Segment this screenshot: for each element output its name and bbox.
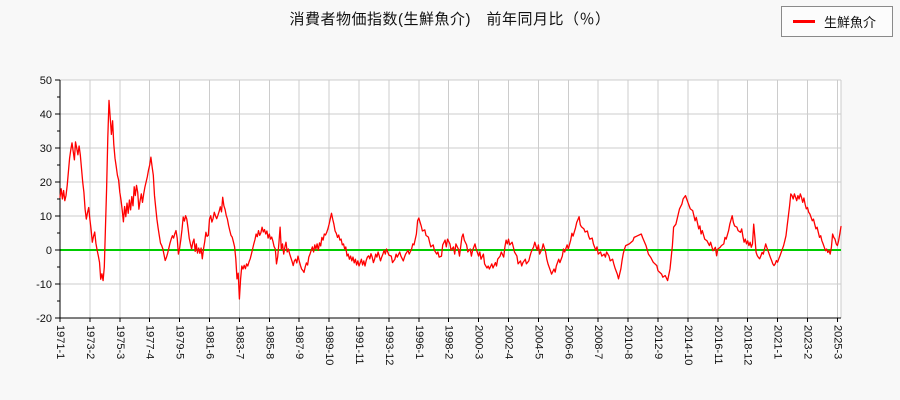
x-tick-label: 1981-6: [204, 325, 216, 359]
x-tick-label: 2006-6: [562, 325, 574, 359]
x-tick-label: 1989-10: [323, 325, 335, 365]
x-tick-label: 2023-2: [802, 325, 814, 359]
x-tick-label: 2012-9: [652, 325, 664, 359]
legend-line-swatch: [792, 20, 815, 23]
y-tick-label: 20: [40, 177, 52, 189]
x-tick-label: 2000-3: [473, 325, 485, 359]
x-tick-label: 2004-5: [532, 325, 544, 359]
x-tick-label: 2016-11: [712, 325, 724, 365]
x-tick-label: 1993-12: [383, 325, 395, 365]
x-tick-label: 1996-1: [413, 325, 425, 359]
x-tick-label: 2021-1: [772, 325, 784, 359]
y-tick-label: -20: [36, 313, 52, 325]
y-tick-label: 40: [40, 109, 52, 121]
y-tick-label: -10: [36, 279, 52, 291]
x-tick-label: 2018-12: [742, 325, 754, 365]
x-tick-label: 2002-4: [503, 325, 515, 359]
legend: 生鮮魚介: [780, 6, 893, 37]
x-tick-label: 1975-3: [114, 325, 126, 359]
legend-label: 生鮮魚介: [823, 15, 876, 30]
series-line: [59, 99, 842, 300]
x-tick-label: 1983-7: [233, 325, 245, 359]
x-tick-label: 1985-8: [263, 325, 275, 359]
x-tick-label: 2025-3: [831, 325, 843, 359]
x-tick-label: 1991-11: [353, 325, 365, 365]
y-tick-label: 30: [40, 143, 52, 155]
x-tick-label: 2008-7: [592, 325, 604, 359]
y-tick-label: 0: [46, 245, 52, 257]
chart-title: 消費者物価指数(生鮮魚介) 前年同月比（％）: [289, 11, 611, 28]
x-tick-label: 1998-2: [443, 325, 455, 359]
plot-area: [60, 80, 841, 318]
x-tick-label: 2010-8: [622, 325, 634, 359]
x-tick-label: 1973-2: [84, 325, 96, 359]
x-tick-label: 1987-9: [293, 325, 305, 359]
y-tick-label: 10: [40, 211, 52, 223]
x-tick-label: 1971-1: [54, 325, 66, 359]
y-tick-label: 50: [40, 75, 52, 87]
x-tick-label: 2014-10: [682, 325, 694, 365]
x-tick-label: 1979-5: [174, 325, 186, 359]
x-tick-label: 1977-4: [144, 325, 156, 359]
